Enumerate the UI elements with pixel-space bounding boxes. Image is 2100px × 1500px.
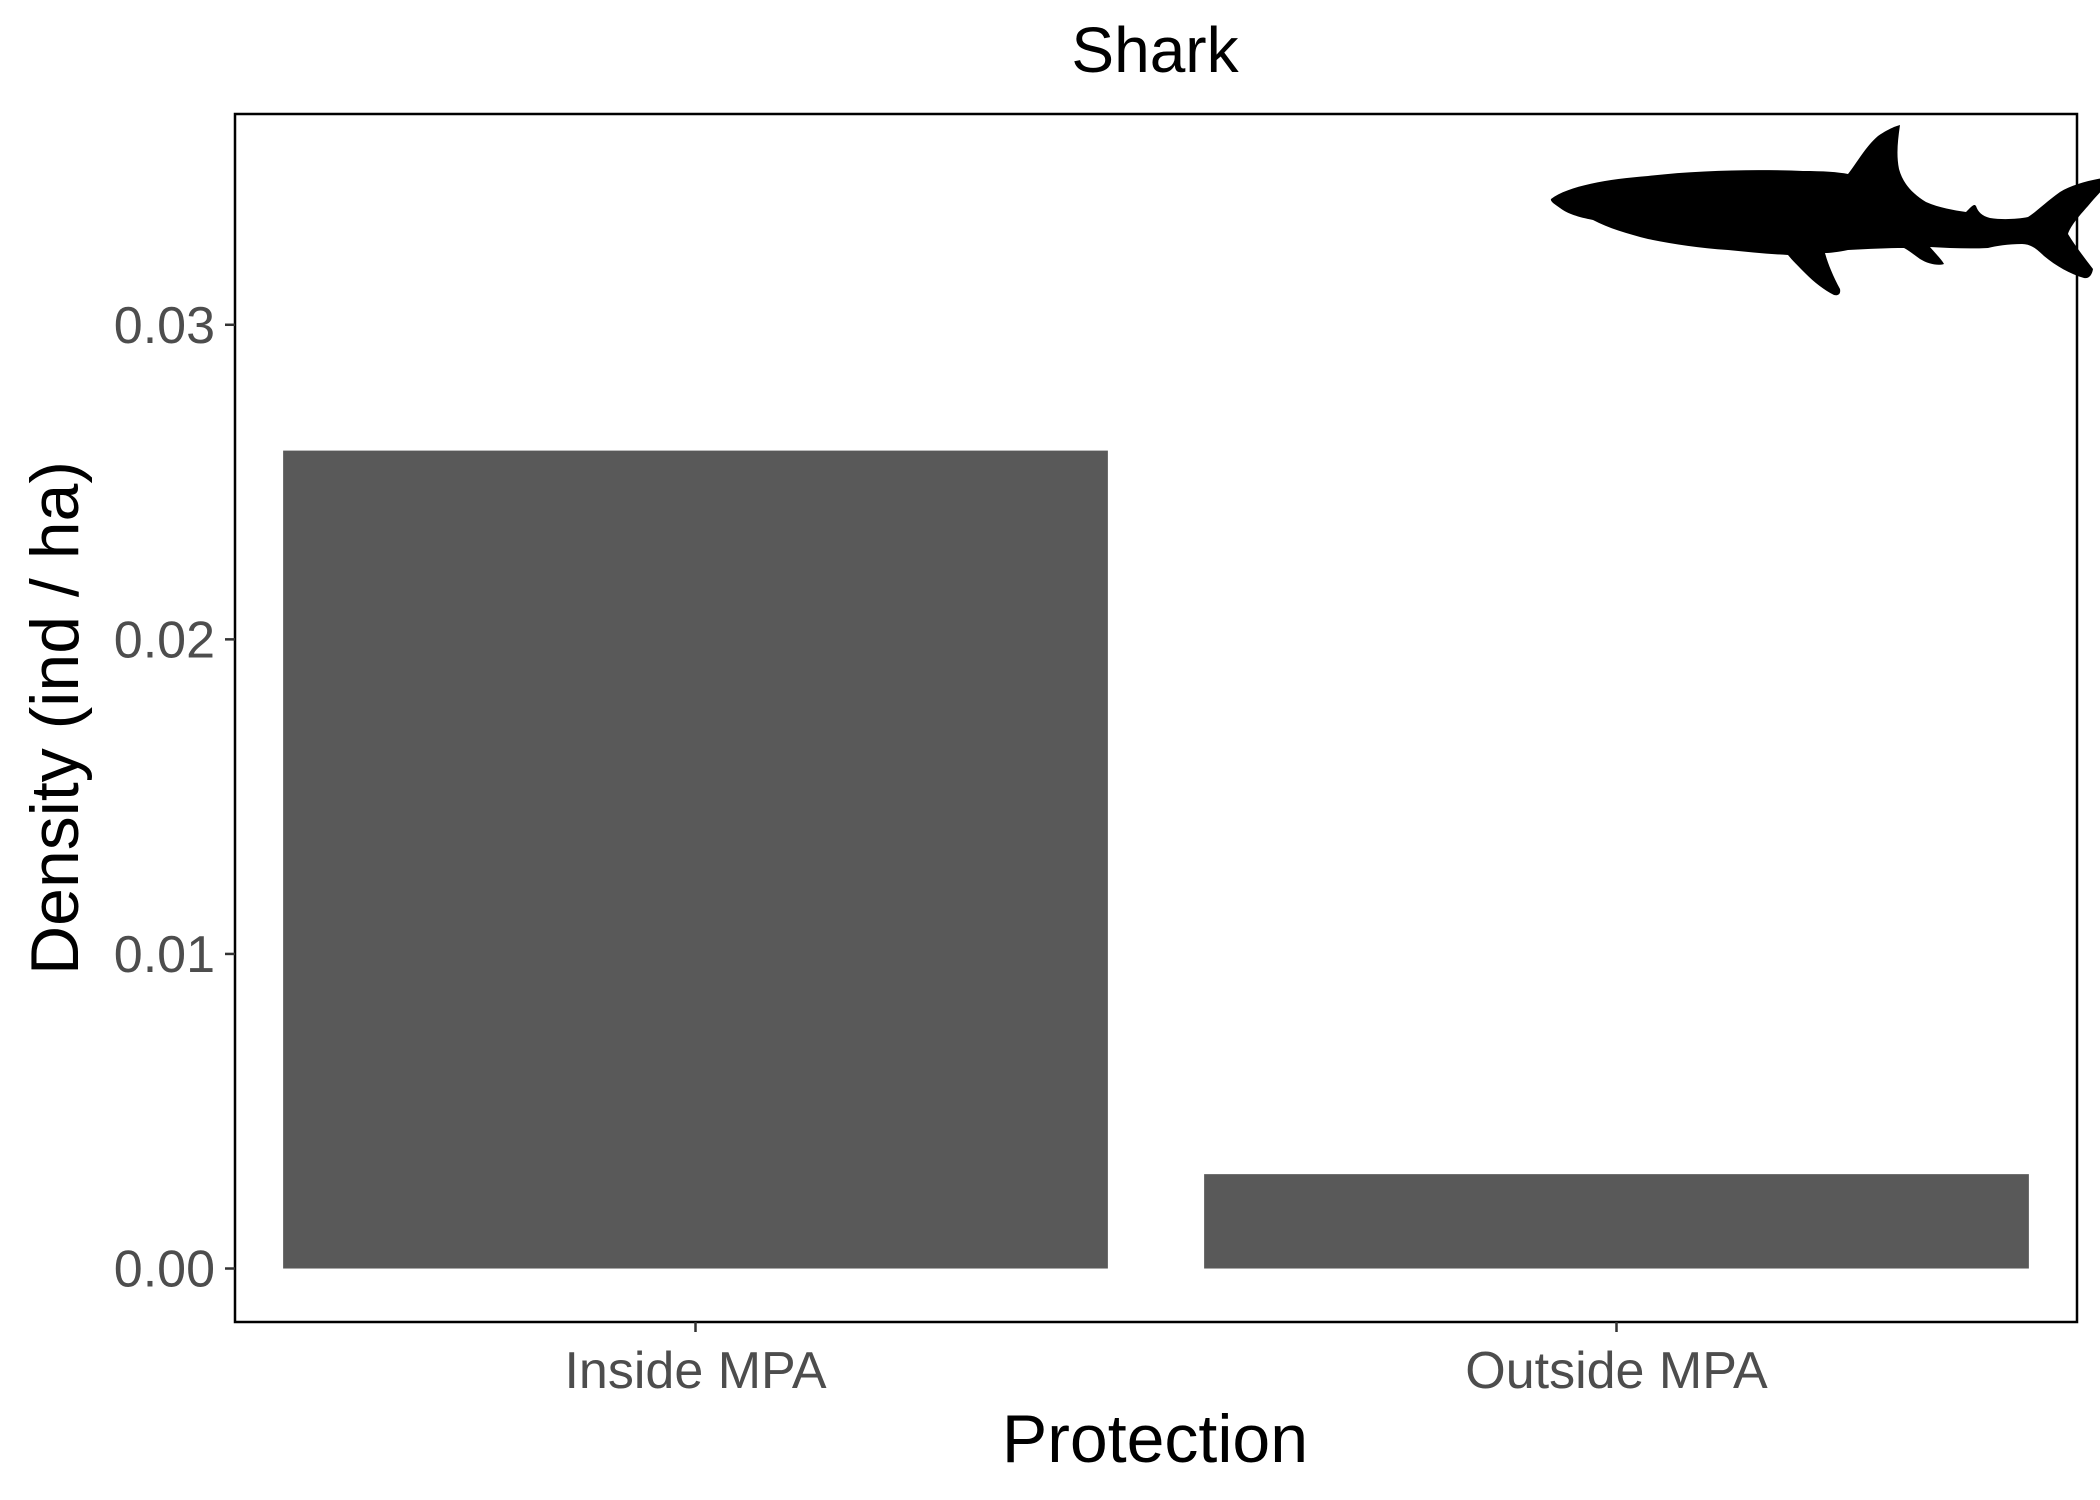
y-tick-label: 0.00: [114, 1241, 215, 1299]
bars-layer: [283, 450, 2029, 1269]
x-axis: Inside MPA Outside MPA: [564, 1322, 1768, 1400]
y-tick-label: 0.02: [114, 611, 215, 669]
y-tick-label: 0.01: [114, 926, 215, 984]
chart-title: Shark: [1071, 14, 1239, 86]
shark-silhouette-icon: [1550, 125, 2100, 296]
x-tick-label: Inside MPA: [564, 1342, 826, 1400]
y-axis: 0.00 0.01 0.02 0.03: [114, 297, 235, 1299]
x-tick-label: Outside MPA: [1465, 1342, 1768, 1400]
bar-outside-mpa: [1204, 1174, 2029, 1269]
y-axis-title: Density (ind / ha): [17, 461, 93, 975]
x-axis-title: Protection: [1002, 1401, 1308, 1477]
bar-inside-mpa: [283, 450, 1108, 1269]
y-tick-label: 0.03: [114, 297, 215, 355]
